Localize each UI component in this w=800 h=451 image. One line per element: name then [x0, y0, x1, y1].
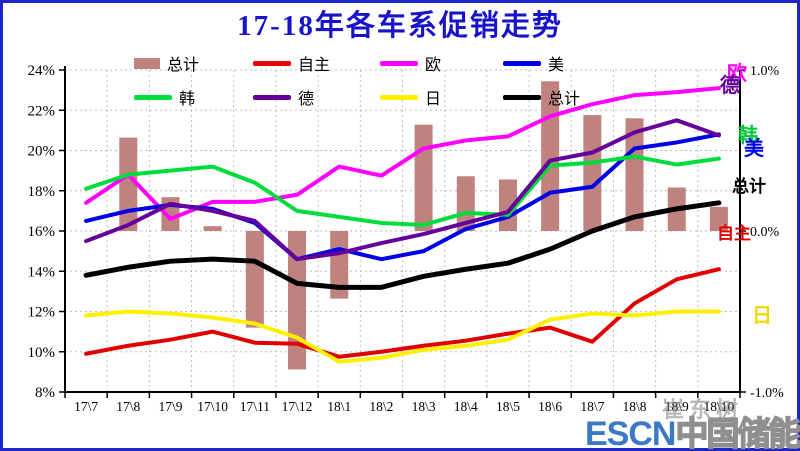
legend-item-自主: 自主 [253, 54, 331, 74]
legend-item-日: 日 [380, 88, 442, 108]
x-axis-label: 17\10 [197, 399, 228, 414]
legend-label: 总计 [167, 57, 200, 74]
legend-label: 韩 [179, 91, 196, 108]
x-axis-label: 18\9 [665, 399, 689, 414]
x-axis-label: 17\7 [74, 399, 98, 414]
x-axis-label: 17\9 [158, 399, 182, 414]
x-axis-label: 18\7 [580, 399, 604, 414]
series-line-韩 [84, 154, 721, 227]
left-axis-label: 12% [28, 305, 56, 321]
legend-line-swatch [253, 94, 291, 100]
bar-18\10 [709, 206, 728, 231]
legend-item-总计: 总计 [503, 88, 581, 108]
legend-line-swatch [503, 94, 541, 100]
legend-line-swatch [503, 60, 541, 66]
legend-label: 欧 [425, 57, 442, 74]
right-axis-label: 1.0% [750, 64, 780, 79]
series-line-自主 [84, 267, 721, 359]
series-end-label-总计: 总计 [732, 177, 766, 196]
bar-17\10 [203, 226, 222, 231]
site-watermark-escn: ESCN [585, 415, 676, 451]
left-axis-label: 8% [35, 385, 55, 401]
legend-item-德: 德 [253, 88, 315, 108]
series-line-日 [84, 309, 721, 364]
bar-17\8 [119, 137, 138, 231]
legend-bar-swatch [134, 57, 160, 69]
legend-label: 总计 [548, 91, 581, 108]
series-line-总计 [83, 200, 722, 290]
series-end-label-日: 日 [752, 305, 772, 327]
legend-item-韩: 韩 [134, 88, 196, 108]
left-axis-label: 10% [28, 345, 56, 361]
x-axis-label: 17\11 [240, 399, 270, 414]
x-axis-label: 18\1 [327, 399, 351, 414]
x-axis-label: 17\12 [282, 399, 313, 414]
left-axis-label: 20% [28, 144, 56, 160]
series-end-label-欧: 欧 [727, 63, 747, 85]
x-axis-label: 18\6 [538, 399, 562, 414]
series-end-label-韩: 韩 [738, 125, 758, 147]
legend-label: 日 [425, 91, 442, 108]
x-axis-label: 18\4 [454, 399, 478, 414]
x-axis-label: 18\10 [704, 399, 735, 414]
legend-line-swatch [380, 94, 418, 100]
chart-title: 17-18年各车系促销走势 [237, 10, 563, 42]
right-axis-label: -1.0% [750, 386, 784, 401]
bar-17\11 [245, 231, 264, 328]
x-axis-label: 18\2 [369, 399, 393, 414]
legend-item-美: 美 [503, 54, 565, 74]
bar-18\1 [330, 231, 349, 299]
left-axis-label: 18% [28, 184, 56, 200]
bar-18\7 [583, 115, 602, 231]
legend-item-欧: 欧 [380, 54, 442, 74]
left-axis-label: 14% [28, 264, 56, 280]
legend-line-swatch [253, 60, 291, 66]
bar-18\4 [456, 176, 475, 231]
bar-18\3 [414, 124, 433, 231]
series-line-欧 [84, 86, 721, 221]
x-axis-label: 17\8 [116, 399, 140, 414]
legend-label: 德 [298, 91, 315, 108]
series-end-label-自主: 自主 [717, 224, 751, 243]
site-watermark: ESCN中国储能网 [585, 407, 800, 451]
left-axis-label: 16% [28, 224, 56, 240]
x-axis-label: 18\5 [496, 399, 520, 414]
x-axis-label: 18\3 [412, 399, 436, 414]
legend-line-swatch [380, 60, 418, 66]
site-watermark-name: 中国储能网 [675, 416, 800, 451]
legend-item-总计: 总计 [134, 54, 200, 74]
left-axis-label: 24% [28, 63, 56, 79]
series-end-label-美: 美 [744, 138, 764, 160]
x-axis-label: 18\8 [623, 399, 647, 414]
right-axis-label: 0.0% [750, 225, 780, 240]
legend-label: 自主 [298, 57, 331, 74]
author-watermark: 崔东树 [662, 397, 744, 422]
legend-label: 美 [548, 57, 565, 74]
series-end-label-德: 德 [720, 75, 740, 97]
left-axis-label: 22% [28, 103, 56, 119]
legend-line-swatch [134, 94, 172, 100]
series-line-德 [84, 118, 721, 262]
